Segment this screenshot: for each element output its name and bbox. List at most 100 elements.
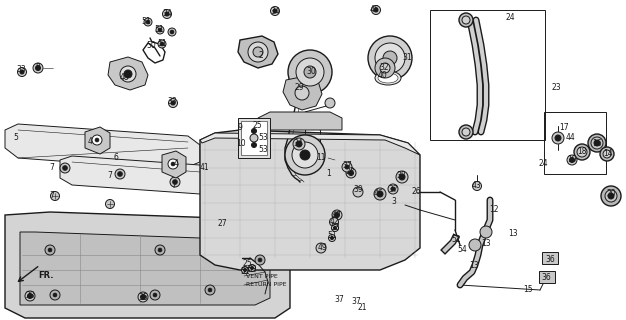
Circle shape	[171, 101, 175, 105]
Circle shape	[50, 290, 60, 300]
Text: 46: 46	[374, 189, 384, 198]
Circle shape	[588, 134, 606, 152]
Text: 17: 17	[559, 124, 569, 132]
Text: 37: 37	[334, 294, 344, 303]
Polygon shape	[238, 36, 278, 68]
Text: 14: 14	[603, 149, 613, 158]
Circle shape	[316, 243, 326, 253]
Text: 38: 38	[396, 172, 406, 180]
Circle shape	[255, 255, 265, 265]
Circle shape	[168, 159, 178, 169]
Circle shape	[329, 218, 339, 227]
Text: 41: 41	[199, 163, 209, 172]
Circle shape	[170, 30, 174, 34]
Text: 35: 35	[138, 292, 148, 301]
Circle shape	[293, 138, 305, 150]
Circle shape	[51, 191, 59, 201]
Text: 20: 20	[606, 189, 616, 198]
Text: 45: 45	[370, 4, 380, 13]
Circle shape	[168, 28, 176, 36]
Circle shape	[156, 26, 164, 34]
Text: 25: 25	[242, 260, 252, 268]
Circle shape	[353, 187, 363, 197]
Text: 4: 4	[173, 158, 178, 167]
Circle shape	[18, 68, 26, 76]
Circle shape	[158, 28, 162, 32]
Text: 22: 22	[346, 167, 355, 177]
Circle shape	[165, 12, 169, 16]
Circle shape	[288, 50, 332, 94]
Circle shape	[334, 227, 337, 229]
Circle shape	[250, 267, 254, 269]
Text: 49: 49	[317, 243, 327, 252]
Circle shape	[377, 191, 383, 197]
Circle shape	[53, 293, 57, 297]
Circle shape	[60, 163, 70, 173]
Text: 15: 15	[523, 285, 533, 294]
Circle shape	[603, 150, 611, 158]
Circle shape	[469, 239, 481, 251]
Text: 7: 7	[172, 180, 177, 189]
Text: 7: 7	[49, 164, 54, 172]
Circle shape	[250, 134, 258, 142]
Bar	[241, 121, 267, 155]
Text: 28: 28	[25, 292, 35, 300]
Circle shape	[138, 292, 148, 302]
Text: 11: 11	[316, 154, 326, 163]
Circle shape	[140, 294, 145, 300]
Text: 26: 26	[411, 188, 421, 196]
Circle shape	[95, 138, 99, 142]
Text: 9: 9	[237, 123, 242, 132]
Circle shape	[480, 226, 492, 238]
Text: 53: 53	[258, 146, 268, 155]
Circle shape	[253, 47, 263, 57]
Text: 13: 13	[470, 260, 479, 269]
Polygon shape	[20, 232, 270, 305]
Text: 51: 51	[141, 18, 151, 27]
Circle shape	[270, 6, 279, 15]
Circle shape	[380, 63, 390, 73]
Circle shape	[608, 193, 614, 199]
Text: 40: 40	[378, 71, 388, 81]
Text: 53: 53	[330, 223, 340, 233]
Text: 51: 51	[154, 26, 164, 35]
Bar	[544, 112, 606, 174]
Text: 42: 42	[329, 218, 339, 227]
Text: 19: 19	[567, 156, 577, 164]
Circle shape	[462, 128, 470, 136]
Text: 29: 29	[294, 84, 304, 92]
Circle shape	[150, 290, 160, 300]
Circle shape	[591, 137, 603, 149]
Circle shape	[371, 5, 381, 14]
Text: 53: 53	[247, 265, 257, 274]
Text: 1: 1	[327, 170, 331, 179]
Text: 39: 39	[353, 186, 363, 195]
Polygon shape	[5, 124, 200, 170]
Circle shape	[158, 248, 162, 252]
Text: 30: 30	[306, 68, 316, 76]
Text: 27: 27	[217, 219, 227, 228]
Text: 6: 6	[113, 154, 118, 163]
Circle shape	[570, 157, 575, 163]
Text: 54: 54	[457, 245, 467, 254]
Polygon shape	[200, 133, 420, 155]
Circle shape	[342, 162, 352, 172]
Text: 36: 36	[545, 255, 555, 265]
Text: 43: 43	[472, 180, 482, 189]
Circle shape	[158, 40, 166, 48]
Polygon shape	[539, 271, 555, 283]
Polygon shape	[200, 130, 420, 270]
Circle shape	[258, 258, 262, 262]
Circle shape	[155, 245, 165, 255]
Text: 16: 16	[592, 139, 602, 148]
Circle shape	[146, 20, 150, 24]
Text: 37: 37	[388, 185, 398, 194]
Circle shape	[124, 70, 132, 78]
Circle shape	[349, 171, 354, 175]
Polygon shape	[85, 127, 110, 154]
Circle shape	[345, 165, 349, 169]
Polygon shape	[5, 212, 290, 318]
Text: 31: 31	[402, 53, 412, 62]
Polygon shape	[542, 252, 558, 264]
Circle shape	[252, 129, 257, 133]
